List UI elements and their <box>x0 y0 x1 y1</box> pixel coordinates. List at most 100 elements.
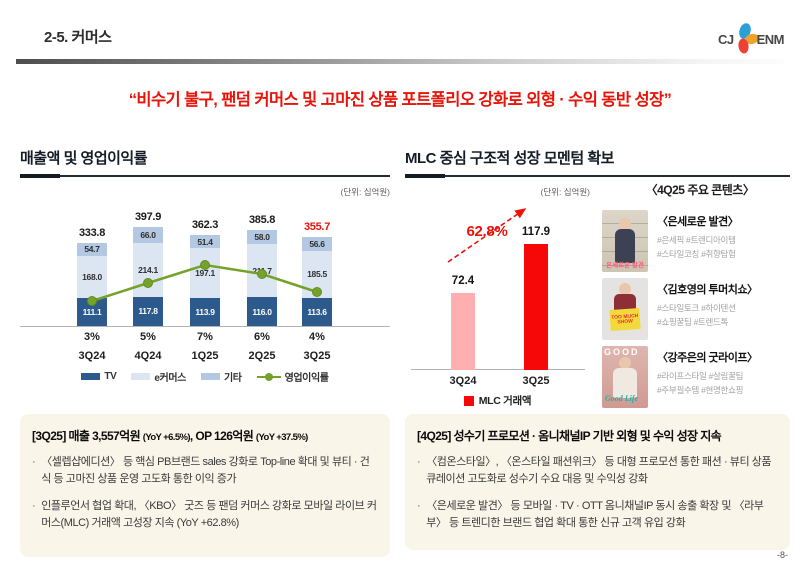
person-body-icon <box>613 368 637 398</box>
cj-petals-icon <box>730 22 760 56</box>
thumbnail-caption: 은세로운 발견 <box>606 261 644 269</box>
quarter-label: 2Q25 <box>248 350 276 362</box>
mlc-category-label: 3Q24 <box>449 375 477 387</box>
bullet-marker: · <box>417 456 421 468</box>
note-bullet: · 〈컴온스타일〉, 〈온스타일 패션위크〉 등 대형 프로모션 통한 패션 · … <box>417 454 778 488</box>
content-text: 〈은세로운 발견〉 #은세픽 #트렌디아이템 #스타일코칭 #취향탐험 <box>657 210 739 272</box>
bar-segment-기타: 54.7 <box>77 242 107 257</box>
content-thumbnail: Good Life GOOD <box>602 346 648 408</box>
legend-label: 영업이익률 <box>284 373 329 384</box>
breadcrumb: 2-5. 커머스 <box>44 29 112 46</box>
note-bullet: · 〈셀렙샵에디션〉 등 핵심 PB브랜드 sales 강화로 Top-line … <box>32 454 378 488</box>
content-hashtags: #스타일코칭 #취향탐험 <box>657 249 736 260</box>
bar-segment-TV: 113.9 <box>190 297 220 326</box>
section-left-header: 매출액 및 영업이익률 <box>20 147 390 178</box>
legend-line-icon <box>256 372 281 381</box>
mlc-legend: MLC 거래액 <box>405 393 590 408</box>
mlc-bar-value: 117.9 <box>521 225 551 238</box>
mlc-bar-chart: 62.8% 72.4 117.9 <box>405 180 590 370</box>
bar-segment-기타: 66.0 <box>133 226 163 244</box>
mlc-category-row: 3Q24 3Q25 <box>405 375 590 389</box>
bullet-text: 〈은세로운 발견〉 등 모바일 · TV · OTT 옴니채널IP 동시 송출 … <box>426 500 764 530</box>
segment-value: 51.4 <box>197 236 213 247</box>
note-box-4q25-bullets: · 〈컴온스타일〉, 〈온스타일 패션위크〉 등 대형 프로모션 통한 패션 · … <box>417 454 778 532</box>
bar-segment-e커머스: 168.0 <box>77 256 107 299</box>
operating-margin-line <box>87 260 322 306</box>
segment-value: 58.0 <box>254 231 270 242</box>
page-number: -8- <box>777 550 788 560</box>
person-body-icon <box>615 229 635 263</box>
mlc-bar-value: 72.4 <box>451 274 475 287</box>
note-box-3q25-bullets: · 〈셀렙샵에디션〉 등 핵심 PB브랜드 sales 강화로 Top-line … <box>32 454 378 532</box>
note-box-4q25-title: [4Q25] 성수기 프로모션 · 옴니채널IP 기반 외형 및 수익 성장 지… <box>417 429 722 443</box>
mlc-legend-swatch <box>463 395 474 406</box>
quarter-label: 4Q24 <box>134 350 162 362</box>
bar-segment-기타: 58.0 <box>247 229 277 245</box>
bullet-text: 〈컴온스타일〉, 〈온스타일 패션위크〉 등 대형 프로모션 통한 패션 · 뷰… <box>426 456 772 486</box>
header-divider <box>16 59 784 64</box>
margin-pct-label: 3% <box>84 331 100 343</box>
note-bullet: · 〈은세로운 발견〉 등 모바일 · TV · OTT 옴니채널IP 동시 송출… <box>417 498 778 532</box>
bullet-text: 〈셀렙샵에디션〉 등 핵심 PB브랜드 sales 강화로 Top-line 확… <box>41 456 370 486</box>
quarter-label: 3Q24 <box>78 350 106 362</box>
mlc-category-label: 3Q25 <box>522 375 550 387</box>
legend-label: 기타 <box>223 373 242 384</box>
bar-segment-TV: 117.8 <box>133 296 163 326</box>
legend-item-TV: TV <box>81 371 117 382</box>
logo-cj-text: CJ <box>717 31 734 47</box>
unit-label-right: (단위: 십억원) <box>540 187 591 197</box>
bullet-marker: · <box>417 500 421 513</box>
growth-percent-label: 62.8% <box>466 223 508 240</box>
legend-swatch <box>131 373 151 380</box>
margin-pct-label: 7% <box>197 331 213 343</box>
thumbnail-top-caption: GOOD <box>604 347 640 357</box>
note-box-3q25-title: [3Q25] 매출 3,557억원 (YoY +6.5%), OP 126억원 … <box>32 429 308 443</box>
content-title: 〈은세로운 발견〉 <box>657 216 739 228</box>
content-thumbnail: 은세로운 발견 <box>602 210 648 272</box>
person-head-icon <box>619 357 631 369</box>
bullet-marker: · <box>32 500 36 513</box>
content-hashtags: #주부필수템 #현명한쇼핑 <box>657 385 744 396</box>
unit-label-left: (단위: 십억원) <box>340 187 391 197</box>
segment-value: 54.7 <box>84 244 100 255</box>
legend-swatch <box>200 373 220 380</box>
mlc-bar-3Q24 <box>451 292 475 370</box>
margin-pct-label: 5% <box>140 331 156 343</box>
cjenm-logo: CJ ENM <box>717 22 785 56</box>
segment-value: 168.0 <box>82 272 102 283</box>
content-item: 은세로운 발견 〈은세로운 발견〉 #은세픽 #트렌디아이템 #스타일코칭 #취향탐험 <box>602 210 798 272</box>
segment-value: 113.6 <box>307 306 327 317</box>
bar-total-label: 362.3 <box>191 219 219 232</box>
segment-value: 66.0 <box>140 229 156 240</box>
bar-segment-기타: 51.4 <box>190 235 220 249</box>
content-text: 〈강주은의 굿라이프〉 #라이프스타일 #살림꿀팁 #주부필수템 #현명한쇼핑 <box>657 346 758 408</box>
revenue-chart-legend: TV e커머스 기타 영업이익률 <box>20 369 390 384</box>
bar-total-label: 355.7 <box>303 221 331 234</box>
operating-margin-row: 3% 5% 7% 6% 4% <box>20 331 390 345</box>
mlc-bar-3Q25 <box>524 243 548 370</box>
bar-segment-TV: 116.0 <box>247 297 277 326</box>
contents-panel: 〈4Q25 주요 콘텐츠〉 은세로운 발견 〈은세로운 발견〉 #은세픽 #트렌디아… <box>602 181 798 414</box>
legend-label: TV <box>104 371 117 382</box>
contents-heading: 〈4Q25 주요 콘텐츠〉 <box>645 183 755 197</box>
content-hashtags: #쇼핑꿀팁 #트렌드톡 <box>657 317 729 328</box>
section-right-header: MLC 중심 구조적 성장 모멘텀 확보 <box>405 147 790 178</box>
segment-value: 214.1 <box>138 264 158 275</box>
logo-enm-text: ENM <box>756 31 785 47</box>
yellow-sign-icon: TOO MUCH SHOW <box>609 307 641 332</box>
segment-value: 185.5 <box>307 269 327 280</box>
bar-total-label: 397.9 <box>134 210 162 223</box>
section-title-revenue: 매출액 및 영업이익률 <box>20 147 390 178</box>
quarter-label: 3Q25 <box>303 350 331 362</box>
segment-value: 56.6 <box>309 239 325 250</box>
note-box-3q25: [3Q25] 매출 3,557억원 (YoY +6.5%), OP 126억원 … <box>20 414 390 557</box>
thumbnail-caption: TOO MUCH SHOW <box>611 312 639 326</box>
headline: “비수기 불구, 팬덤 커머스 및 고마진 상품 포트폴리오 강화로 외형 · … <box>128 91 672 109</box>
segment-value: 116.0 <box>252 306 272 317</box>
content-item: Good Life GOOD 〈강주은의 굿라이프〉 #라이프스타일 #살림꿀팁 #주부… <box>602 346 798 408</box>
legend-swatch <box>81 373 101 380</box>
quarter-labels-row: 3Q24 4Q24 1Q25 2Q25 3Q25 <box>20 350 390 364</box>
segment-value: 111.1 <box>82 307 102 318</box>
content-hashtags: #스타일토크 #하이텐션 <box>657 303 736 313</box>
